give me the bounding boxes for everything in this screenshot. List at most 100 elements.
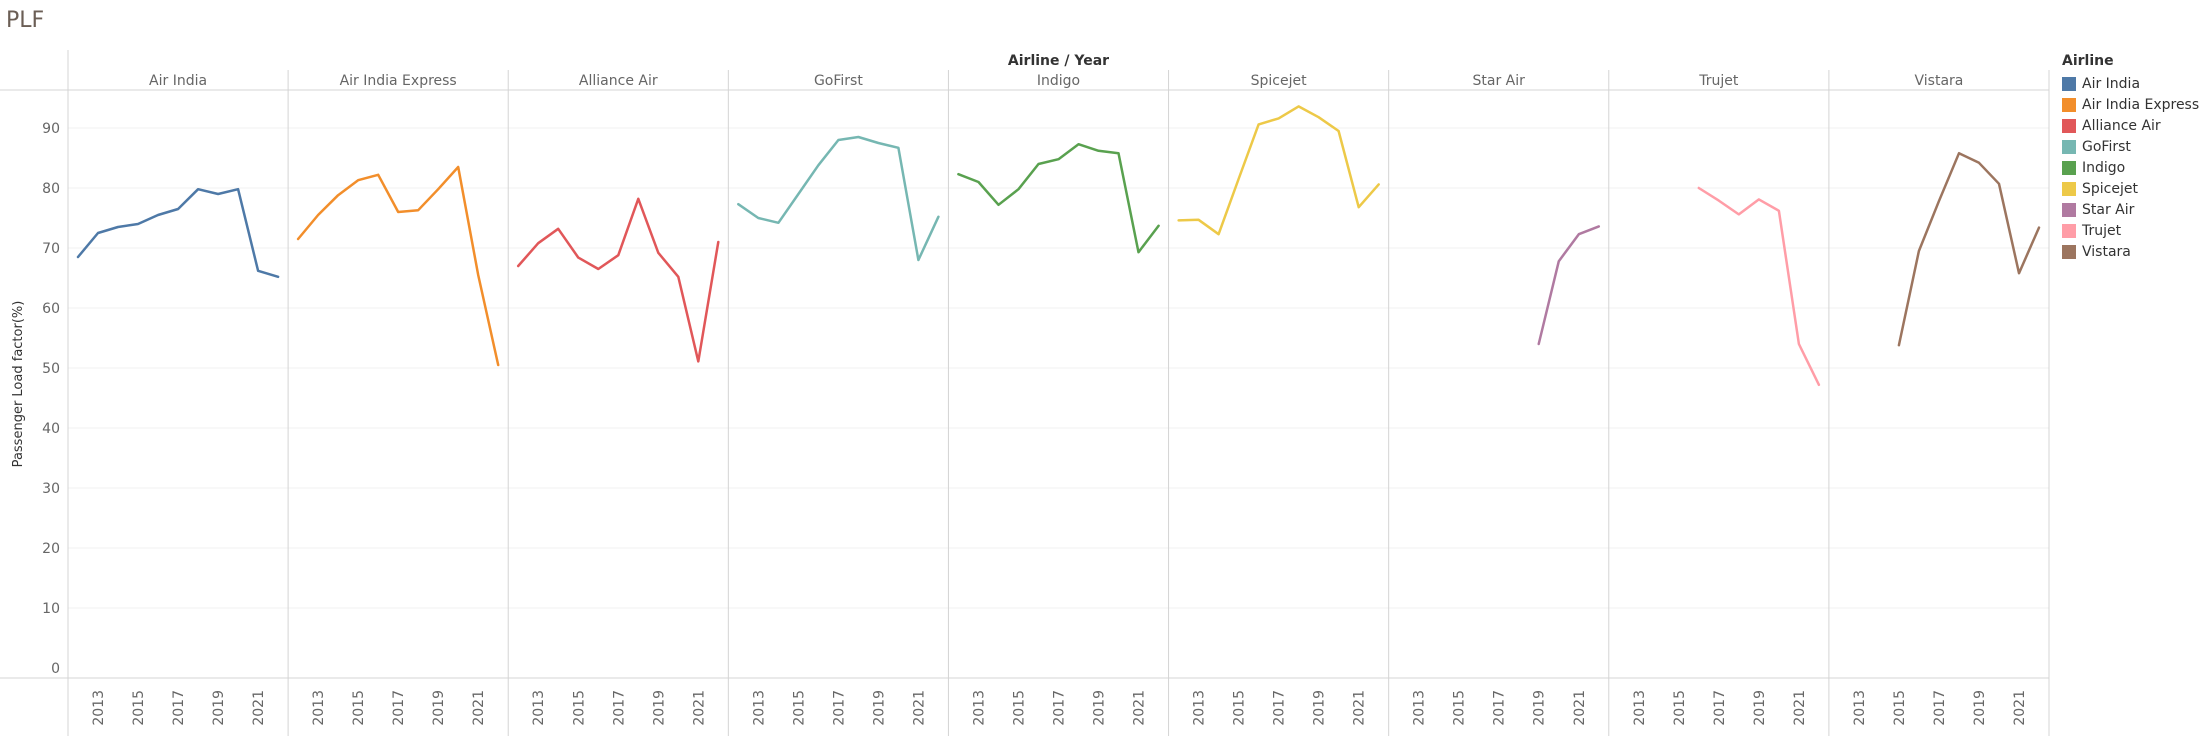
legend-item-gofirst[interactable]: GoFirst xyxy=(2062,136,2206,157)
x-tick-label: 2019 xyxy=(1972,690,1988,726)
series-line-air-india xyxy=(76,187,280,279)
legend-item-air-india[interactable]: Air India xyxy=(2062,73,2206,94)
legend-swatch xyxy=(2062,202,2076,217)
x-tick-label: 2017 xyxy=(831,690,847,726)
x-tick-label: 2021 xyxy=(691,690,707,726)
x-tick-label: 2019 xyxy=(431,690,447,726)
legend-label: Alliance Air xyxy=(2082,117,2161,134)
x-tick-label: 2017 xyxy=(1272,690,1288,726)
x-tick-label: 2015 xyxy=(791,690,807,726)
legend-title: Airline xyxy=(2062,53,2114,69)
legend-item-indigo[interactable]: Indigo xyxy=(2062,157,2206,178)
legend-swatch xyxy=(2062,139,2076,154)
x-tick-label: 2019 xyxy=(1532,690,1548,726)
panel-header-label: Indigo xyxy=(1037,73,1080,89)
legend-label: GoFirst xyxy=(2082,138,2131,155)
legend-label: Trujet xyxy=(2082,222,2122,239)
y-tick-label: 10 xyxy=(42,601,60,617)
legend-item-star-air[interactable]: Star Air xyxy=(2062,199,2206,220)
y-axis-title: Passenger Load factor(%) xyxy=(11,301,26,468)
x-tick-label: 2015 xyxy=(1232,690,1248,726)
x-tick-label: 2019 xyxy=(1752,690,1768,726)
legend-swatch xyxy=(2062,160,2076,175)
y-tick-label: 0 xyxy=(51,661,60,677)
x-tick-label: 2013 xyxy=(1852,690,1868,726)
legend-label: Vistara xyxy=(2082,243,2131,260)
x-tick-label: 2021 xyxy=(1132,690,1148,726)
legend-item-alliance-air[interactable]: Alliance Air xyxy=(2062,115,2206,136)
x-tick-label: 2017 xyxy=(1932,690,1948,726)
x-tick-label: 2021 xyxy=(1792,690,1808,726)
axis-labels: Airline / Year Passenger Load factor(%) 0 1… xyxy=(11,53,2028,726)
legend-label: Air India xyxy=(2082,75,2141,92)
series-lines xyxy=(76,105,2041,387)
x-tick-label: 2017 xyxy=(171,690,187,726)
legend-item-air-india-express[interactable]: Air India Express xyxy=(2062,94,2206,115)
legend-swatch xyxy=(2062,97,2076,112)
x-tick-label: 2017 xyxy=(1712,690,1728,726)
x-tick-label: 2013 xyxy=(751,690,767,726)
x-tick-label: 2021 xyxy=(2012,690,2028,726)
panel-header-label: Air India Express xyxy=(340,73,457,89)
x-tick-label: 2021 xyxy=(251,690,267,726)
panel-header-label: Air India xyxy=(149,73,207,89)
x-tick-label: 2021 xyxy=(911,690,927,726)
legend-item-trujet[interactable]: Trujet xyxy=(2062,220,2206,241)
legend-label: Air India Express xyxy=(2082,96,2200,113)
column-header: Airline / Year xyxy=(1008,53,1109,69)
legend-swatch xyxy=(2062,223,2076,238)
series-line-vistara xyxy=(1897,151,2041,347)
panel-frames xyxy=(0,50,2050,736)
x-tick-label: 2015 xyxy=(1011,690,1027,726)
x-tick-label: 2021 xyxy=(1352,690,1368,726)
x-tick-label: 2017 xyxy=(1052,690,1068,726)
x-tick-label: 2013 xyxy=(1632,690,1648,726)
legend-label: Star Air xyxy=(2082,201,2135,218)
x-tick-label: 2019 xyxy=(211,690,227,726)
legend-label: Indigo xyxy=(2082,159,2126,176)
series-line-alliance-air xyxy=(516,197,720,363)
x-tick-label: 2021 xyxy=(1572,690,1588,726)
y-tick-label: 80 xyxy=(42,181,60,197)
x-tick-label: 2015 xyxy=(351,690,367,726)
x-tick-label: 2013 xyxy=(1412,690,1428,726)
panel-header-label: Alliance Air xyxy=(579,73,658,89)
grid-layer xyxy=(68,127,2049,609)
y-tick-label: 20 xyxy=(42,541,60,557)
x-tick-label: 2015 xyxy=(1452,690,1468,726)
x-tick-label: 2015 xyxy=(1672,690,1688,726)
x-tick-label: 2015 xyxy=(131,690,147,726)
legend-item-spicejet[interactable]: Spicejet xyxy=(2062,178,2206,199)
x-tick-label: 2013 xyxy=(971,690,987,726)
legend-swatch xyxy=(2062,244,2076,259)
x-tick-label: 2013 xyxy=(531,690,547,726)
legend-swatch xyxy=(2062,181,2076,196)
x-tick-label: 2013 xyxy=(1192,690,1208,726)
legend-item-vistara[interactable]: Vistara xyxy=(2062,241,2206,262)
y-tick-label: 60 xyxy=(42,301,60,317)
series-line-star-air xyxy=(1537,225,1601,346)
legend-swatch xyxy=(2062,118,2076,133)
y-tick-label: 70 xyxy=(42,241,60,257)
x-tick-label: 2017 xyxy=(1492,690,1508,726)
legend-items: Air India Air India Express Alliance Air Go… xyxy=(2062,73,2206,262)
x-tick-label: 2019 xyxy=(651,690,667,726)
x-tick-label: 2013 xyxy=(311,690,327,726)
x-tick-label: 2019 xyxy=(871,690,887,726)
legend: Airline Air India Air India Express Allian… xyxy=(2062,53,2206,262)
x-tick-label: 2019 xyxy=(1312,690,1328,726)
series-line-trujet xyxy=(1697,186,1821,387)
x-tick-label: 2017 xyxy=(391,690,407,726)
panel-header-label: Trujet xyxy=(1698,73,1739,89)
series-line-air-india-express xyxy=(296,165,500,367)
x-tick-label: 2017 xyxy=(611,690,627,726)
panel-header-label: Spicejet xyxy=(1251,73,1307,89)
page-title: PLF xyxy=(6,8,45,33)
legend-label: Spicejet xyxy=(2082,180,2138,197)
x-tick-label: 2015 xyxy=(1892,690,1908,726)
series-line-indigo xyxy=(957,142,1160,254)
y-tick-label: 50 xyxy=(42,361,60,377)
panel-header-label: Vistara xyxy=(1915,73,1964,89)
series-line-gofirst xyxy=(737,135,940,262)
